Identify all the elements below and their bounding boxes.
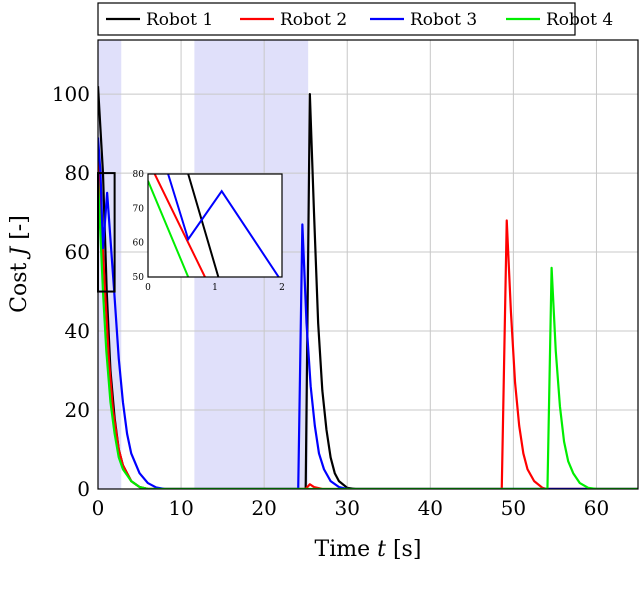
x-tick-label: 10: [168, 496, 193, 520]
inset-x-tick-label: 0: [145, 283, 151, 293]
inset-lines: [148, 174, 280, 277]
inset-plot: 0 1 2 50 60 70 80: [133, 170, 285, 293]
legend-label: Robot 1: [146, 10, 213, 30]
y-axis-label: Cost J [-]: [7, 215, 32, 313]
legend-label: Robot 2: [280, 10, 347, 30]
series-lines: [98, 86, 638, 489]
y-tick-label: 80: [65, 161, 90, 185]
x-tick-label: 60: [584, 496, 609, 520]
inset-x-tick-label: 2: [279, 283, 285, 293]
inset-series-line: [166, 174, 280, 277]
y-tick-label: 0: [77, 477, 90, 501]
series-line-robot-2: [98, 161, 638, 489]
x-tick-label: 50: [501, 496, 526, 520]
x-tick-label: 20: [251, 496, 276, 520]
x-tick-label: 30: [335, 496, 360, 520]
series-line-robot-4: [98, 180, 638, 489]
inset-y-tick-label: 70: [133, 204, 145, 214]
inset-y-tick-label: 80: [133, 170, 145, 180]
x-tick-label: 0: [92, 496, 105, 520]
inset-y-tick-label: 50: [133, 273, 145, 283]
x-tick-label: 40: [418, 496, 443, 520]
inset-zoom-box: [97, 172, 116, 293]
series-line-robot-1: [98, 86, 638, 489]
inset-x-tick-label: 1: [212, 283, 218, 293]
y-tick-label: 20: [65, 398, 90, 422]
inset-background: [148, 174, 282, 277]
shaded-interval: [98, 40, 122, 489]
y-tick-label: 100: [52, 82, 90, 106]
inset-frame: [147, 173, 283, 278]
legend-label: Robot 4: [546, 10, 613, 30]
y-tick-label: 40: [65, 319, 90, 343]
inset-y-tick-label: 60: [133, 239, 145, 249]
y-tick-label: 60: [65, 240, 90, 264]
legend-label: Robot 3: [410, 10, 477, 30]
x-axis-label: Time t [s]: [315, 537, 422, 562]
legend: Robot 1 Robot 2 Robot 3 Robot 4: [97, 2, 613, 36]
